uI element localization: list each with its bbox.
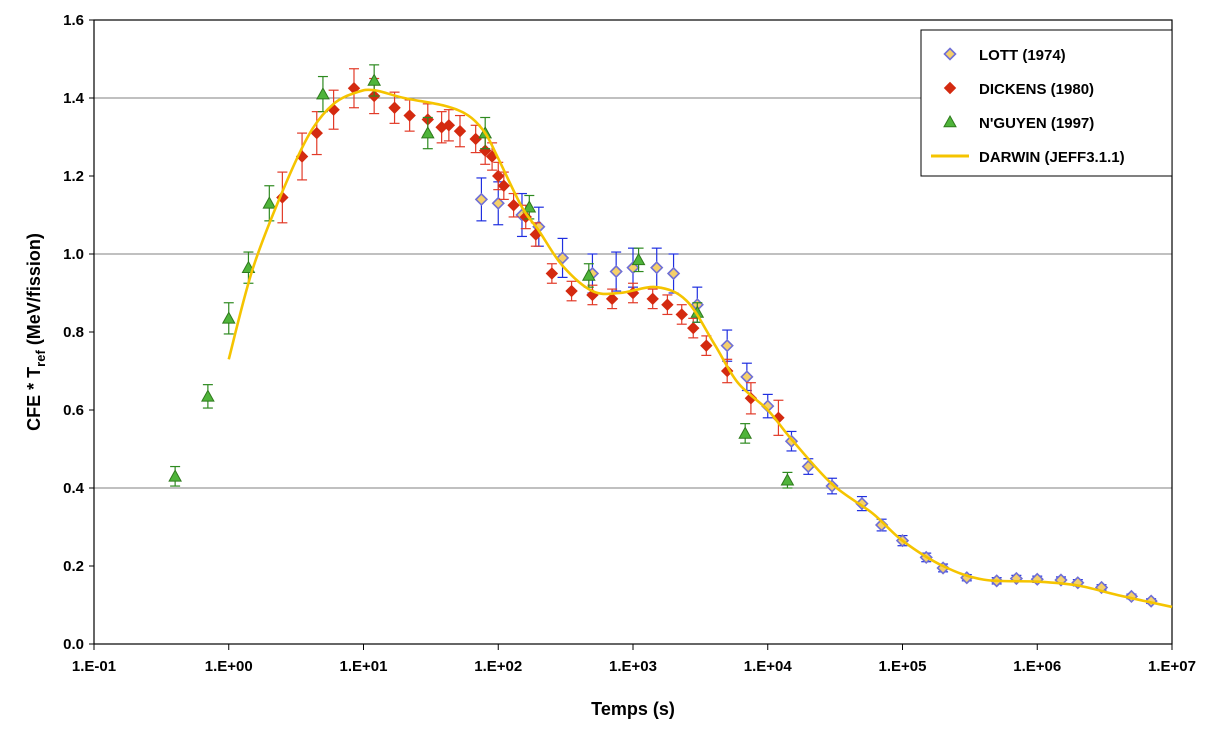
data-point	[738, 426, 753, 439]
legend: LOTT (1974) DICKENS (1980) N'GUYEN (1997) D…	[920, 29, 1173, 177]
x-tick-label: 1.E+02	[474, 658, 522, 675]
series-line-darwin	[227, 88, 1173, 609]
x-tick-label: 1.E+01	[340, 658, 388, 675]
data-point	[700, 339, 713, 352]
data-point	[646, 292, 659, 306]
axes	[89, 19, 1173, 650]
data-point	[262, 196, 277, 209]
data-point	[507, 199, 520, 212]
data-point	[545, 267, 559, 280]
data-point	[744, 392, 758, 405]
data-point	[720, 364, 734, 378]
data-point	[168, 469, 182, 482]
data-point	[474, 192, 489, 207]
data-series	[168, 64, 1173, 609]
x-tick-label: 1.E+03	[609, 658, 657, 675]
series-lott-1974	[474, 177, 1158, 608]
data-point	[687, 321, 700, 335]
data-point	[605, 292, 619, 306]
data-point	[316, 87, 330, 100]
legend-item: DARWIN (JEFF3.1.1)	[931, 149, 1125, 166]
y-tick-label: 0.4	[63, 480, 85, 497]
x-tick-label: 1.E+07	[1148, 658, 1196, 675]
tick-labels: 0.0 0.2 0.4 0.6 0.8 1.0 1.2 1.4 1.6 1.E-01 1.E+00 1…	[63, 12, 1196, 675]
legend-label: N'GUYEN (1997)	[979, 115, 1094, 132]
data-point	[581, 268, 596, 281]
data-point	[650, 261, 664, 275]
legend-label: DARWIN (JEFF3.1.1)	[979, 149, 1125, 166]
legend-box	[920, 29, 1173, 177]
x-tick-label: 1.E+00	[205, 658, 253, 675]
data-point	[442, 119, 456, 132]
legend-swatch-marker	[943, 47, 957, 61]
y-tick-label: 0.6	[63, 402, 84, 419]
x-tick-label: 1.E+06	[1013, 658, 1061, 675]
data-point	[522, 200, 537, 213]
legend-label: DICKENS (1980)	[979, 81, 1094, 98]
legend-label: LOTT (1974)	[979, 47, 1066, 64]
data-point	[609, 264, 623, 279]
x-axis-title: Temps (s)	[591, 699, 675, 719]
data-point	[720, 339, 734, 353]
legend-swatch-marker	[943, 114, 957, 128]
y-axis-title-subscript: ref	[33, 350, 48, 367]
y-tick-label: 1.6	[63, 12, 84, 29]
data-point	[492, 169, 505, 183]
x-tick-label: 1.E-01	[72, 658, 116, 675]
legend-item: DICKENS (1980)	[943, 81, 1094, 98]
data-point	[310, 126, 323, 140]
data-point	[497, 179, 511, 192]
data-point	[565, 284, 578, 298]
data-point	[491, 196, 505, 210]
data-point	[420, 126, 435, 139]
y-tick-label: 0.2	[63, 558, 84, 575]
y-axis-title-suffix: (MeV/fission)	[24, 233, 44, 350]
data-point	[367, 73, 382, 86]
y-tick-label: 1.0	[63, 246, 84, 263]
x-tick-label: 1.E+04	[744, 658, 793, 675]
data-point	[780, 473, 795, 486]
y-axis-title-main: CFE * T	[24, 367, 44, 431]
data-point	[631, 252, 646, 266]
legend-item: LOTT (1974)	[943, 47, 1066, 64]
x-tick-label: 1.E+05	[879, 658, 927, 675]
data-point	[661, 298, 674, 311]
legend-swatch-marker	[943, 81, 957, 95]
data-point	[740, 370, 754, 384]
data-point	[469, 132, 482, 146]
data-point	[403, 109, 416, 122]
data-point	[666, 266, 681, 281]
data-point	[675, 308, 688, 321]
y-tick-label: 0.8	[63, 324, 84, 341]
data-point	[388, 101, 401, 114]
y-tick-label: 1.4	[63, 90, 85, 107]
data-point	[453, 124, 467, 138]
legend-item: N'GUYEN (1997)	[943, 114, 1094, 132]
y-tick-label: 1.2	[63, 168, 84, 185]
data-point	[201, 389, 215, 402]
y-axis-title: CFE * Tref (MeV/fission)	[24, 233, 48, 431]
data-point	[221, 311, 236, 324]
y-tick-label: 0.0	[63, 636, 84, 653]
series-dickens-1980	[276, 68, 785, 436]
